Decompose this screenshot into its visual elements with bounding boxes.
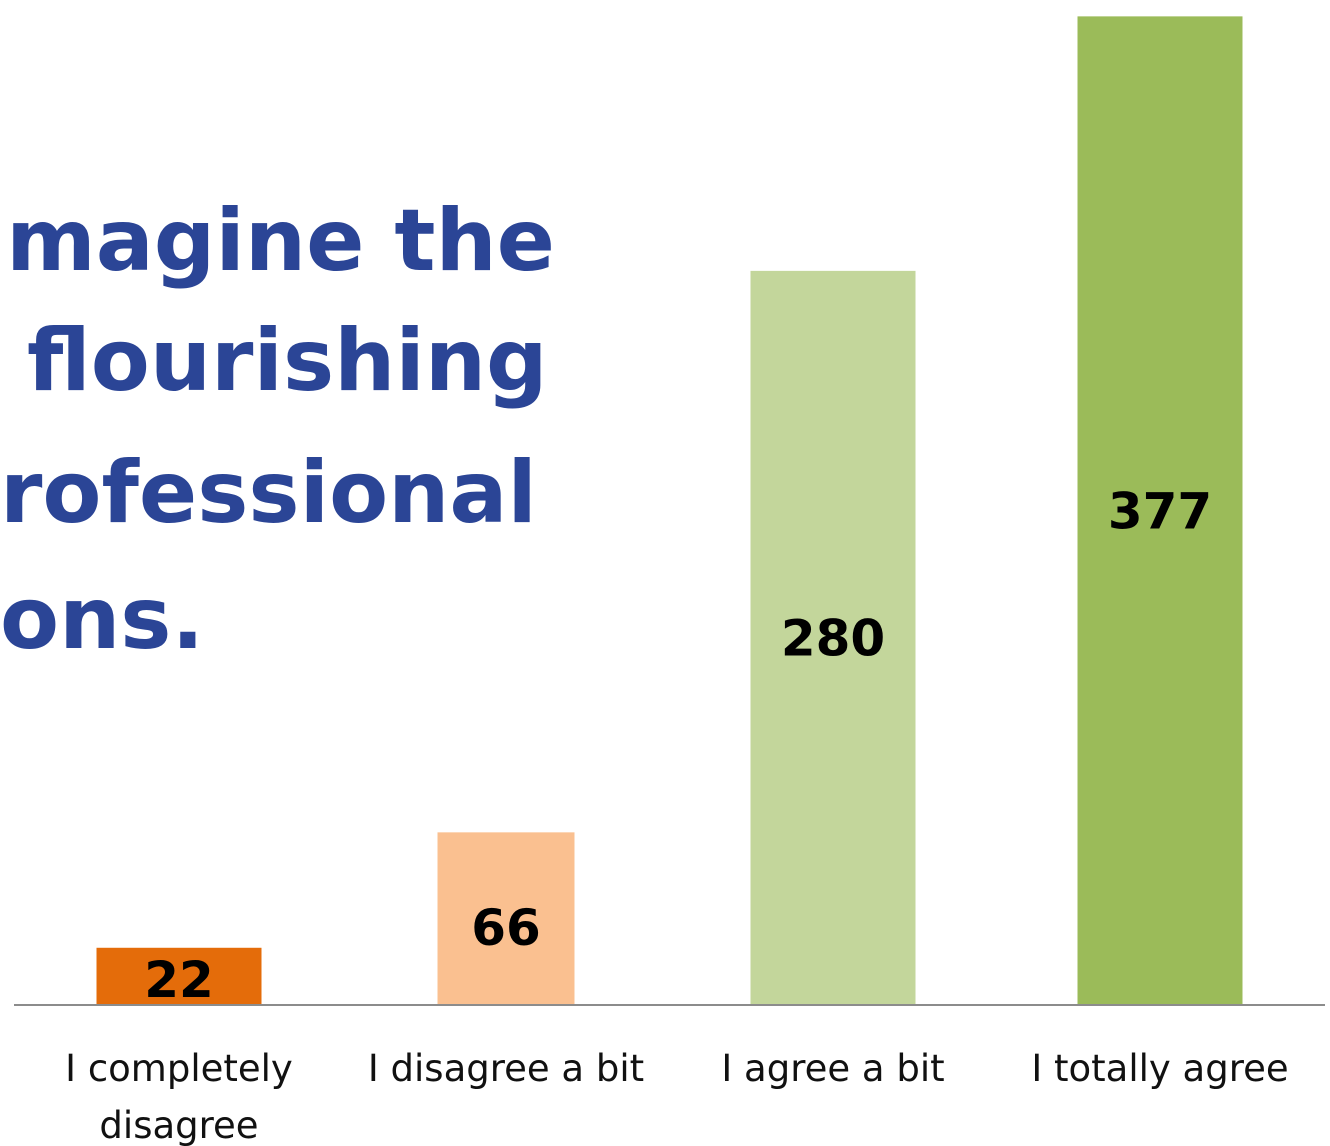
title-line-4: ons. xyxy=(0,569,204,669)
bar-4 xyxy=(1076,15,1244,1006)
bar-labels-group: 22 66 280 377 xyxy=(144,482,1212,1009)
bar-value-label-4: 377 xyxy=(1108,482,1212,540)
bar-1 xyxy=(95,946,263,1006)
title-line-2: flourishing xyxy=(27,311,548,411)
bar-value-label-2: 66 xyxy=(471,899,541,957)
bars-group xyxy=(95,15,1244,1006)
title-line-1: t imagine the xyxy=(0,191,555,291)
category-label-2-line-1: I disagree a bit xyxy=(368,1047,644,1090)
bar-value-label-3: 280 xyxy=(781,610,885,668)
bar-3 xyxy=(749,269,917,1006)
title-line-3: rofessional xyxy=(0,443,537,543)
bar-2 xyxy=(436,831,576,1006)
category-label-1-line-2: disagree xyxy=(99,1104,258,1146)
bar-value-label-1: 22 xyxy=(144,951,214,1009)
category-label-4-line-1: I totally agree xyxy=(1031,1047,1288,1090)
slide-title: t imagine the flourishing rofessional on… xyxy=(0,191,555,669)
category-labels-group: I completely disagree I disagree a bit I ag… xyxy=(65,1047,1289,1146)
category-label-3-line-1: I agree a bit xyxy=(721,1047,944,1090)
category-label-1-line-1: I completely xyxy=(65,1047,293,1090)
